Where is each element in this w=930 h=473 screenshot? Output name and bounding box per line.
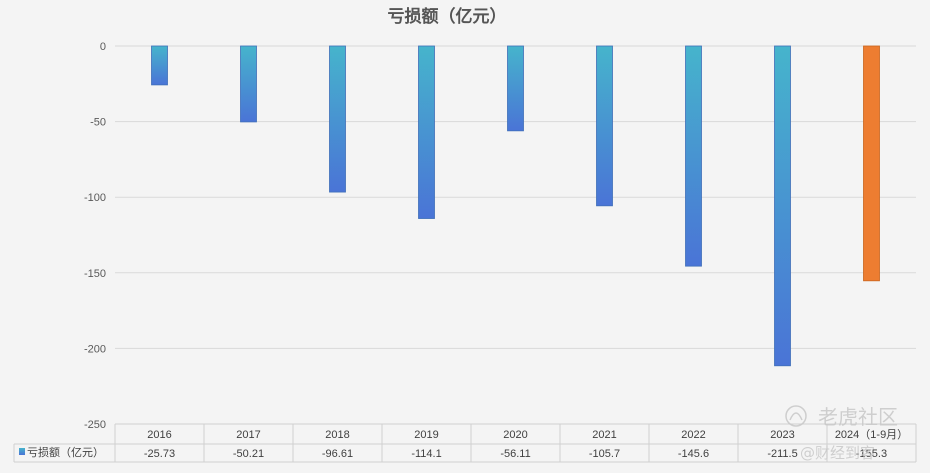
data-table: 2016 -25.73 2017 -50.21 2018 -96.61 2019 -114.1… (13, 423, 917, 463)
x-category-label: 2020 (503, 429, 527, 441)
data-label: -114.1 (411, 448, 441, 460)
y-axis-ticks: 0 -50 -100 -150 -200 -250 (84, 41, 106, 431)
x-category-label: 2023 (770, 429, 794, 441)
x-category-label: 2022 (681, 429, 705, 441)
data-label: -56.11 (500, 448, 530, 460)
watermark-sub: @财经到客 (800, 444, 875, 462)
bar (596, 45, 613, 207)
x-category-label: 2024（1-9月） (835, 428, 908, 441)
data-label: -96.61 (322, 448, 353, 460)
chart-title: 亏损额（亿元） (388, 6, 507, 27)
data-label: -211.5 (767, 448, 797, 460)
legend-series-name: 亏损额（亿元） (27, 445, 104, 459)
x-category-label: 2018 (325, 429, 349, 441)
y-tick-label: -100 (84, 192, 106, 204)
bar (151, 45, 168, 86)
data-label: -155.3 (856, 448, 887, 460)
data-label: -50.21 (233, 448, 264, 460)
bar (240, 45, 257, 123)
bar (863, 45, 880, 282)
data-label: -105.7 (589, 448, 620, 460)
x-category-label: 2019 (414, 429, 438, 441)
x-category-label: 2021 (592, 429, 616, 441)
y-tick-label: -200 (84, 343, 106, 355)
bar (774, 45, 791, 367)
x-category-label: 2017 (236, 429, 260, 441)
bar (329, 45, 346, 193)
x-category-label: 2016 (147, 429, 171, 441)
bar (685, 45, 702, 267)
watermark: 老虎社区 @财经到客 (785, 405, 898, 462)
y-tick-label: 0 (100, 41, 106, 53)
legend-swatch (19, 448, 25, 455)
bars (151, 45, 880, 367)
bar (418, 45, 435, 219)
watermark-brand: 老虎社区 (818, 405, 898, 429)
data-label: -145.6 (678, 448, 709, 460)
y-tick-label: -250 (84, 419, 106, 431)
y-tick-label: -150 (84, 268, 106, 280)
watermark-logo-icon (785, 405, 807, 427)
y-tick-label: -50 (90, 117, 106, 129)
bar (507, 45, 524, 132)
data-label: -25.73 (144, 448, 175, 460)
